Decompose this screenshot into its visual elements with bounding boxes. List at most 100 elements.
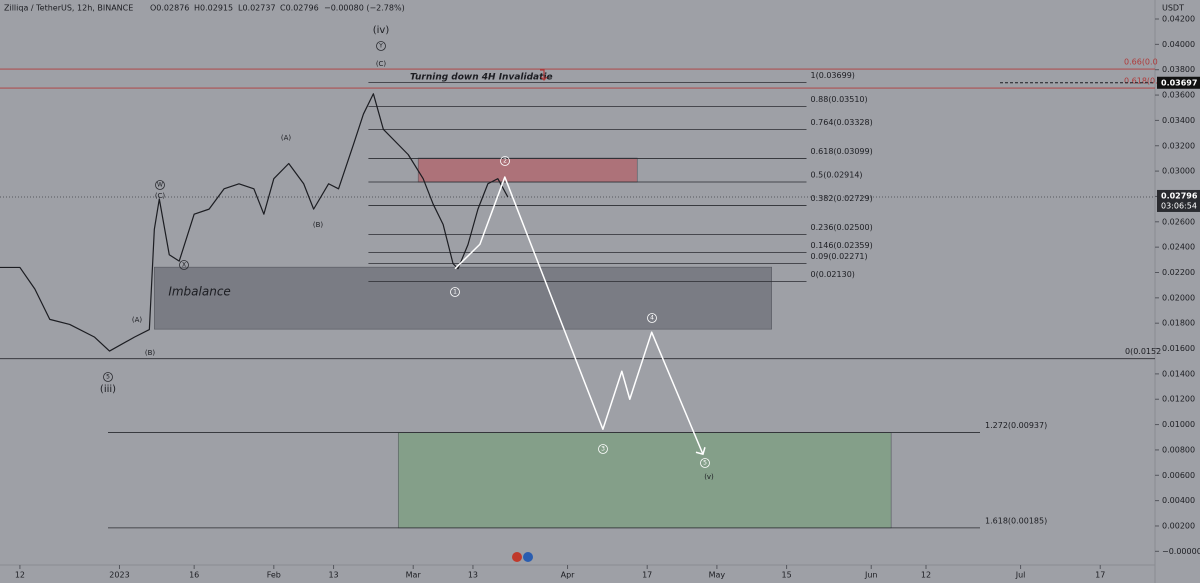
y-tick-label: −0.00000 <box>1162 547 1200 556</box>
x-tick-label: 13 <box>468 571 478 580</box>
y-tick-label: 0.00200 <box>1162 521 1195 530</box>
wave-label: X <box>182 262 186 269</box>
fib-label: 0.618(0.03099) <box>811 147 873 156</box>
wave-label: (C) <box>155 192 166 200</box>
y-tick-label: 0.01600 <box>1162 344 1195 353</box>
y-tick-label: 0.04200 <box>1162 15 1195 24</box>
x-tick-label: 17 <box>1095 571 1105 580</box>
y-tick-label: 0.01000 <box>1162 420 1195 429</box>
y-tick-label: 0.02200 <box>1162 268 1195 277</box>
wave-label: (v) <box>704 473 714 481</box>
y-tick-label: 0.00800 <box>1162 445 1195 454</box>
y-tick-label: 0.02400 <box>1162 243 1195 252</box>
y-tick-label: 0.03600 <box>1162 91 1195 100</box>
fib-label: 0(0.02130) <box>811 270 855 279</box>
countdown: 03:06:54 <box>1161 201 1197 210</box>
red-level-label: 0.66(0.0 <box>1124 58 1158 67</box>
fib-label: 0.764(0.03328) <box>811 118 873 127</box>
fib-label: 0.382(0.02729) <box>811 194 873 203</box>
extension-label: 1.272(0.00937) <box>985 421 1047 430</box>
invalidation-note: Turning down 4H Invalidatie <box>410 73 553 83</box>
wave-label: (A) <box>132 316 143 324</box>
y-tick-label: 0.00600 <box>1162 471 1195 480</box>
arrow-head <box>695 447 706 456</box>
close: C0.02796 <box>280 4 319 13</box>
price-line <box>0 93 509 352</box>
x-tick-label: 13 <box>328 571 338 580</box>
y-tick-label: 0.03800 <box>1162 65 1195 74</box>
fib-label: 1(0.03699) <box>811 71 855 80</box>
x-tick-label: 15 <box>782 571 792 580</box>
x-tick-label: Apr <box>561 571 576 580</box>
wave-circle <box>647 313 657 323</box>
wave-circle <box>500 156 510 166</box>
x-tick-label: Jul <box>1015 571 1026 580</box>
marked-price-box <box>1157 76 1200 89</box>
event-flag[interactable] <box>523 552 533 562</box>
wave-circle <box>450 287 460 297</box>
wave-circle <box>155 180 165 190</box>
zone-label: Imbalance <box>168 285 230 299</box>
wave-label: 4 <box>650 315 654 322</box>
fib-label: 0.88(0.03510) <box>811 95 868 104</box>
fib-label: 0.09(0.02271) <box>811 252 868 261</box>
x-tick-label: 12 <box>15 571 25 580</box>
zone <box>397 432 892 529</box>
wave-label: (A) <box>281 134 292 142</box>
change: −0.00080 (−2.78%) <box>324 4 405 13</box>
y-tick-label: 0.03400 <box>1162 116 1195 125</box>
event-flag[interactable] <box>512 552 522 562</box>
x-tick-label: Jun <box>864 571 878 580</box>
wave-label: 2 <box>503 158 507 165</box>
y-tick-label: 0.01400 <box>1162 369 1195 378</box>
wave-label: Y <box>378 43 383 50</box>
wave-label: 5 <box>106 374 110 381</box>
y-tick-label: 0.02600 <box>1162 217 1195 226</box>
zone <box>417 157 638 183</box>
last-price-box <box>1157 189 1200 212</box>
wave-circle <box>376 41 386 51</box>
last-price-label: 0.02796 <box>1161 191 1198 200</box>
x-tick-label: May <box>709 571 726 580</box>
marked-price-label: 0.03697 <box>1161 78 1197 87</box>
red-level-label: 0.618(0. <box>1124 77 1158 86</box>
wave-label: 3 <box>601 446 605 453</box>
x-tick-label: 17 <box>642 571 652 580</box>
y-tick-label: 0.01800 <box>1162 319 1195 328</box>
extension-label: 1.618(0.00185) <box>985 516 1047 525</box>
high: H0.02915 <box>194 4 233 13</box>
unit: USDT <box>1162 4 1184 13</box>
wave-label: W <box>157 182 163 189</box>
invalidation-arrow <box>540 69 548 81</box>
y-tick-label: 0.04000 <box>1162 40 1195 49</box>
fib-label: 0.5(0.02914) <box>811 171 863 180</box>
y-tick-label: 0.02000 <box>1162 293 1195 302</box>
wave-label: (B) <box>313 221 324 229</box>
y-tick-label: 0.00400 <box>1162 496 1195 505</box>
wave-label: 1 <box>453 289 457 296</box>
y-tick-label: 0.03000 <box>1162 167 1195 176</box>
x-tick-label: Feb <box>267 571 281 580</box>
fib-label: 0.236(0.02500) <box>811 223 873 232</box>
extension-label: 0(0.0152 <box>1125 347 1161 356</box>
projection <box>454 176 704 455</box>
wave-label: (iv) <box>373 25 390 36</box>
x-tick-label: 16 <box>189 571 199 580</box>
fib-label: 0.146(0.02359) <box>811 241 873 250</box>
x-tick-label: Mar <box>406 571 422 580</box>
wave-circle <box>103 372 113 382</box>
low: L0.02737 <box>238 4 276 13</box>
x-tick-label: 12 <box>921 571 931 580</box>
symbol: Zilliqa / TetherUS, 12h, BINANCE <box>4 4 133 13</box>
zone <box>154 266 772 330</box>
wave-circle <box>179 260 189 270</box>
wave-circle <box>598 444 608 454</box>
wave-circle <box>700 458 710 468</box>
open: O0.02876 <box>150 4 189 13</box>
y-tick-label: 0.03200 <box>1162 141 1195 150</box>
y-tick-label: 0.01200 <box>1162 395 1195 404</box>
wave-label: (iii) <box>100 384 116 395</box>
wave-label: (B) <box>145 349 156 357</box>
wave-label: (C) <box>376 60 387 68</box>
